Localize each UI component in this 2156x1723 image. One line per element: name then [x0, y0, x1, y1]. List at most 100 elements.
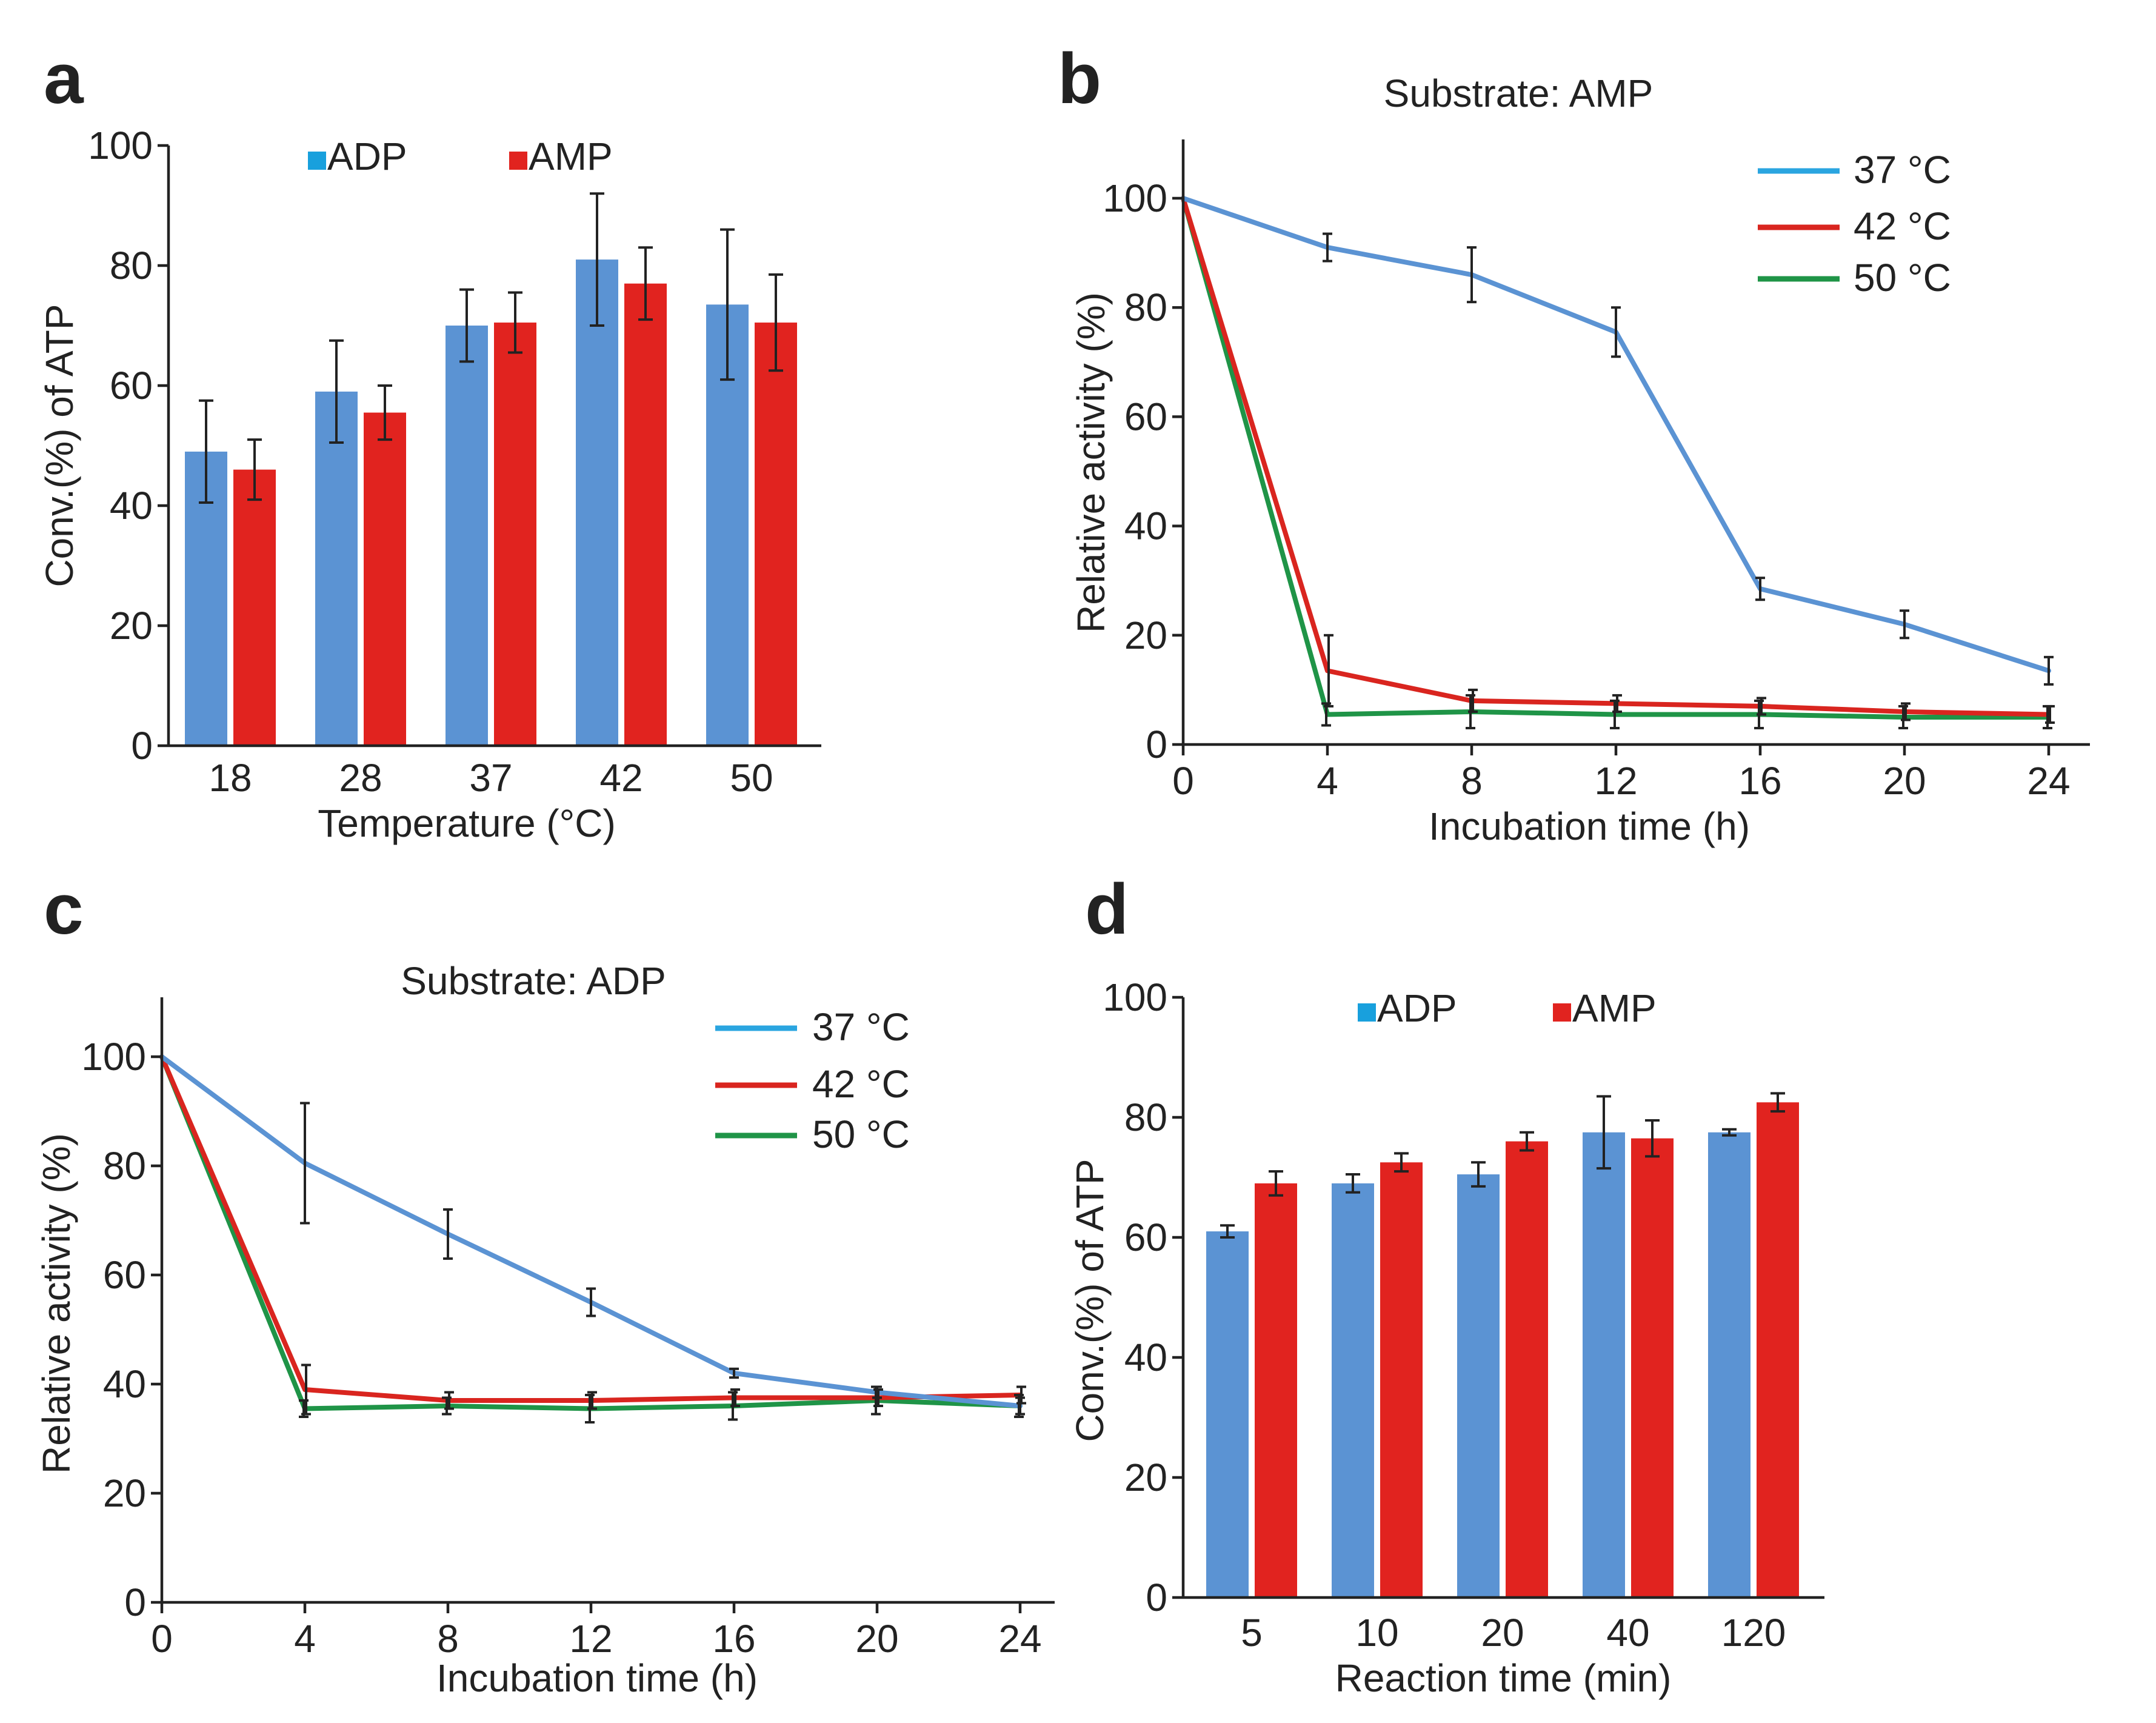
x-tick-label: 4 — [294, 1617, 316, 1661]
y-tick-label: 40 — [103, 1362, 146, 1406]
x-tick-label: 16 — [1738, 759, 1781, 803]
bar-amp-10 — [1380, 1162, 1423, 1598]
x-tick-label: 5 — [1241, 1611, 1263, 1654]
y-tick-label: 100 — [88, 124, 153, 167]
panel-d: d 5 10 20 40 120 0 20 40 60 80 100 Reaction time (mi… — [1068, 869, 1824, 1700]
legend-swatch-amp — [509, 152, 527, 170]
panel-a: a 18 28 37 42 50 0 20 40 60 80 100 Temperature (°C) C… — [38, 39, 821, 845]
y-tick-label: 100 — [1103, 975, 1167, 1019]
x-tick-label: 12 — [569, 1617, 612, 1661]
panel-letter-b: b — [1058, 39, 1101, 119]
y-tick-label: 80 — [1124, 286, 1167, 329]
legend-label-amp: AMP — [1572, 986, 1657, 1030]
bar-adp-5 — [1206, 1231, 1249, 1598]
x-tick-label: 24 — [998, 1617, 1041, 1661]
legend-swatch-amp — [1553, 1003, 1571, 1022]
y-tick-label: 0 — [1146, 723, 1167, 766]
y-axis-title: Relative activity (%) — [35, 1133, 78, 1474]
y-tick-label: 60 — [1124, 1216, 1167, 1259]
legend-label-amp: AMP — [529, 135, 613, 178]
y-tick-label: 20 — [110, 604, 153, 647]
legend-label-37c: 37 °C — [812, 1005, 910, 1049]
x-tick-label: 40 — [1606, 1611, 1649, 1654]
x-tick-label: 28 — [339, 756, 382, 800]
x-tick-label: 16 — [712, 1617, 755, 1661]
y-tick-label: 80 — [110, 244, 153, 287]
x-tick-label: 42 — [599, 756, 642, 800]
y-tick-label: 40 — [1124, 504, 1167, 548]
bar-adp-10 — [1332, 1183, 1374, 1598]
panel-c: c 0 20 40 60 80 100 0 4 8 12 16 20 24 Incubation time … — [35, 869, 1055, 1700]
bar-adp-37 — [446, 326, 488, 746]
y-tick-label: 80 — [103, 1144, 146, 1188]
legend-label-adp: ADP — [1377, 986, 1457, 1030]
legend-label-adp: ADP — [327, 135, 407, 178]
y-axis-title: Relative activity (%) — [1069, 292, 1113, 633]
x-tick-label: 4 — [1317, 759, 1338, 803]
x-tick-label: 0 — [151, 1617, 173, 1661]
x-tick-label: 24 — [2027, 759, 2070, 803]
y-tick-label: 20 — [1124, 614, 1167, 657]
bar-adp-42 — [576, 259, 618, 746]
bar-amp-50 — [755, 323, 797, 746]
bar-adp-28 — [315, 391, 358, 746]
y-axis-title: Conv.(%) of ATP — [1068, 1159, 1112, 1442]
y-tick-label: 60 — [110, 364, 153, 407]
panel-b: b 0 20 40 60 80 100 0 4 8 12 16 20 24 Incubation time … — [1058, 39, 2090, 848]
chart-title: Substrate: ADP — [401, 959, 666, 1003]
bar-adp-40 — [1583, 1132, 1625, 1598]
x-tick-label: 20 — [1481, 1611, 1524, 1654]
y-tick-label: 40 — [110, 484, 153, 527]
series-line-42c — [159, 1054, 1023, 1403]
bar-amp-40 — [1631, 1138, 1674, 1598]
x-tick-label: 20 — [1883, 759, 1926, 803]
x-tick-label: 20 — [855, 1617, 898, 1661]
y-axis-title: Conv.(%) of ATP — [38, 304, 81, 587]
x-tick-label: 37 — [469, 756, 512, 800]
y-tick-label: 100 — [1103, 176, 1167, 220]
x-tick-label: 10 — [1355, 1611, 1398, 1654]
legend-label-50c: 50 °C — [812, 1112, 910, 1156]
y-tick-label: 0 — [131, 724, 153, 768]
y-tick-label: 20 — [103, 1471, 146, 1515]
bar-amp-18 — [233, 469, 276, 746]
bar-amp-42 — [624, 283, 667, 746]
y-tick-label: 40 — [1124, 1336, 1167, 1379]
y-tick-label: 20 — [1124, 1456, 1167, 1499]
x-axis-title: Incubation time (h) — [1429, 805, 1750, 848]
panel-letter-c: c — [44, 869, 84, 949]
y-tick-label: 100 — [81, 1035, 146, 1079]
panel-letter-d: d — [1085, 869, 1129, 949]
bar-amp-37 — [494, 323, 536, 746]
x-tick-label: 12 — [1594, 759, 1637, 803]
x-axis-title: Temperature (°C) — [318, 801, 616, 845]
x-tick-label: 50 — [730, 756, 773, 800]
legend-label-42c: 42 °C — [812, 1062, 910, 1106]
chart-title: Substrate: AMP — [1384, 72, 1654, 115]
x-tick-label: 18 — [209, 756, 252, 800]
bar-amp-5 — [1255, 1183, 1297, 1598]
legend-swatch-adp — [1358, 1003, 1376, 1022]
legend-label-37c: 37 °C — [1854, 148, 1951, 192]
legend-label-42c: 42 °C — [1854, 204, 1951, 248]
x-tick-label: 8 — [437, 1617, 459, 1661]
y-tick-label: 80 — [1124, 1096, 1167, 1139]
y-tick-label: 0 — [1146, 1576, 1167, 1619]
y-tick-label: 60 — [1124, 395, 1167, 438]
x-axis-title: Incubation time (h) — [436, 1656, 758, 1700]
y-tick-label: 60 — [103, 1253, 146, 1297]
panel-letter-a: a — [44, 39, 84, 119]
bar-amp-28 — [364, 412, 406, 746]
bar-amp-120 — [1757, 1102, 1799, 1598]
x-tick-label: 8 — [1461, 759, 1483, 803]
x-tick-label: 0 — [1172, 759, 1194, 803]
bar-amp-20 — [1506, 1141, 1548, 1598]
y-tick-label: 0 — [124, 1581, 146, 1624]
x-axis-title: Reaction time (min) — [1335, 1656, 1672, 1700]
legend-label-50c: 50 °C — [1854, 256, 1951, 299]
x-tick-label: 120 — [1721, 1611, 1786, 1654]
bar-adp-20 — [1457, 1174, 1500, 1598]
legend-swatch-adp — [308, 152, 326, 170]
bar-adp-120 — [1708, 1132, 1750, 1598]
